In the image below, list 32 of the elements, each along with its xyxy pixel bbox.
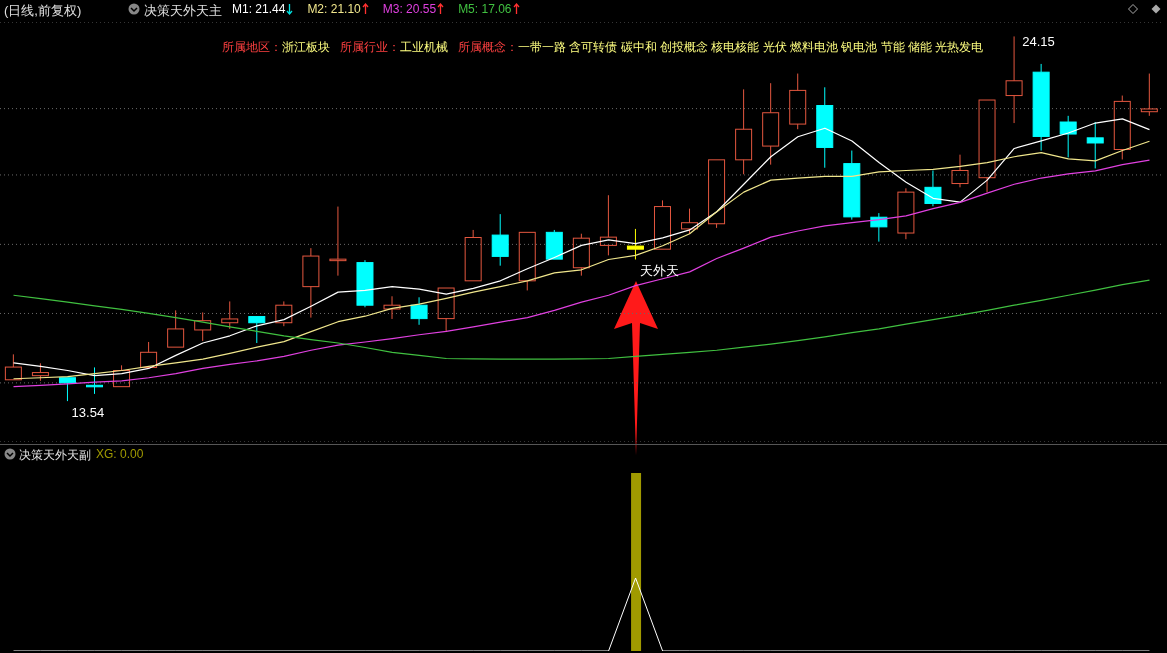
candlestick xyxy=(356,259,374,308)
candlestick xyxy=(599,194,617,256)
annotation: 13.54 xyxy=(71,405,105,421)
annotation: 所属行业：工业机械 xyxy=(340,40,448,54)
annotation: 24.15 xyxy=(1022,34,1055,50)
text: M3: 20.55 xyxy=(382,2,438,16)
candlestick xyxy=(1140,73,1158,117)
candlestick xyxy=(329,206,347,277)
chart-title: 决策天外天副 xyxy=(19,447,91,464)
candlestick xyxy=(410,296,428,326)
candlestick xyxy=(302,247,320,319)
text: XG: 0.00 xyxy=(96,447,144,461)
candlestick xyxy=(491,213,509,267)
text: M5: 17.06 xyxy=(458,2,513,16)
text: M1: 21.44 xyxy=(232,2,287,16)
chart-subtitle: 决策天外天主 xyxy=(144,2,222,20)
candlestick xyxy=(897,187,915,240)
annotation: 天外天 xyxy=(639,263,679,279)
candlestick xyxy=(951,154,969,188)
candlestick xyxy=(1005,35,1023,124)
chart-title: (日线,前复权) xyxy=(4,2,82,20)
text: M2: 21.10 xyxy=(307,2,362,16)
candlestick xyxy=(383,295,401,320)
annotation: 所属概念：一带一路 含可转债 碳中和 创投概念 核电核能 光伏 燃料电池 钒电池 节能 储能 光热发电 xyxy=(458,40,984,54)
candlestick xyxy=(924,169,942,207)
candlestick xyxy=(762,82,780,166)
candlestick xyxy=(275,300,293,327)
candlestick xyxy=(194,311,212,342)
candlestick xyxy=(1032,63,1050,152)
candlestick xyxy=(816,86,834,169)
candlestick xyxy=(735,88,753,175)
annotation: 所属地区：浙江板块 xyxy=(222,40,330,54)
